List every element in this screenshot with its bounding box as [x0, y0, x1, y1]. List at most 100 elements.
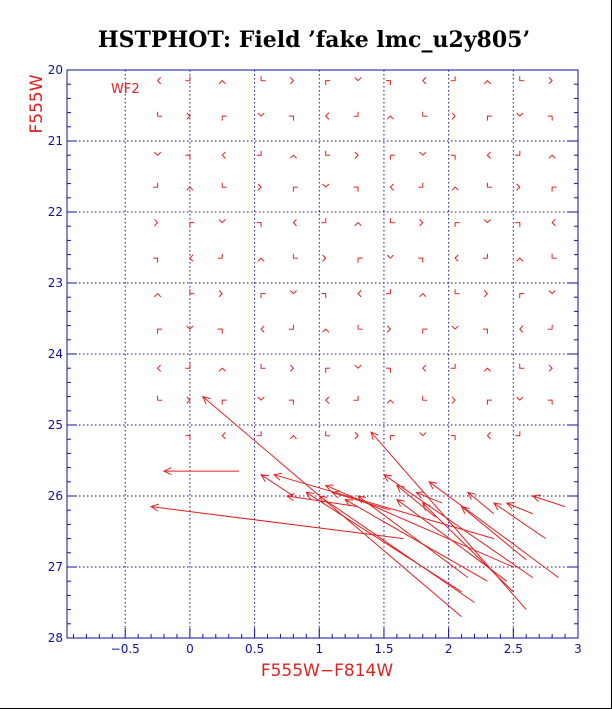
shift-marker: [519, 293, 525, 299]
shift-marker: [357, 324, 363, 330]
shift-vector-head: [324, 484, 334, 492]
shift-marker: [486, 432, 491, 440]
y-tick-label: 22: [48, 205, 63, 219]
shift-marker: [221, 115, 227, 121]
shift-marker: [325, 431, 331, 437]
shift-marker: [221, 182, 227, 188]
shift-marker: [221, 399, 227, 405]
shift-vector-head: [285, 493, 295, 501]
shift-marker: [422, 328, 428, 334]
shift-marker: [451, 396, 456, 404]
shift-marker: [189, 289, 195, 295]
shift-marker: [354, 77, 362, 82]
y-tick-label: 27: [48, 560, 63, 574]
x-tick-label: 0: [186, 642, 194, 656]
y-tick-label: 26: [48, 489, 63, 503]
shift-marker: [548, 364, 553, 372]
shift-marker: [551, 219, 556, 227]
x-axis-label: F555W−F814W: [261, 661, 394, 681]
shift-marker: [185, 76, 191, 82]
shift-marker: [516, 396, 524, 401]
shift-marker: [454, 289, 460, 295]
shift-marker: [288, 115, 294, 121]
shift-marker: [516, 112, 524, 117]
shift-vector: [273, 474, 495, 540]
shift-marker: [547, 115, 553, 121]
shift-marker: [256, 431, 262, 437]
shift-marker: [422, 111, 428, 117]
shift-marker: [157, 395, 163, 401]
shift-marker: [422, 395, 428, 401]
shift-marker: [321, 218, 327, 224]
shift-marker: [217, 328, 223, 334]
shift-marker: [218, 290, 223, 298]
shift-marker: [289, 434, 297, 440]
shift-marker: [389, 183, 394, 191]
shift-marker: [257, 183, 262, 191]
shift-vector-head: [331, 490, 341, 499]
shift-marker: [357, 290, 362, 298]
shift-vector-head: [260, 474, 270, 482]
shift-marker: [217, 253, 223, 259]
shift-marker: [386, 254, 394, 259]
shift-marker: [551, 186, 557, 192]
shift-marker: [325, 150, 331, 156]
shift-marker: [289, 77, 295, 85]
shift-marker: [189, 222, 195, 228]
shift-marker: [483, 290, 489, 298]
shift-marker: [389, 218, 395, 224]
shift-vector-head: [370, 431, 379, 440]
shift-marker: [186, 325, 194, 330]
shift-marker: [389, 435, 395, 441]
grid: [67, 70, 578, 638]
shift-marker: [354, 151, 359, 159]
x-tick-label: 1.5: [374, 642, 393, 656]
shift-vector: [383, 474, 534, 579]
shift-marker: [418, 257, 424, 263]
shift-marker: [516, 183, 521, 191]
shift-vector: [467, 492, 495, 515]
shift-marker: [292, 186, 298, 192]
shift-marker: [153, 257, 159, 263]
shift-marker: [186, 112, 191, 120]
shift-marker: [547, 399, 553, 405]
shift-vector: [416, 491, 443, 504]
shift-marker: [515, 222, 521, 228]
shift-marker: [418, 182, 424, 188]
shift-marker: [451, 112, 456, 120]
shift-marker: [157, 328, 163, 334]
shift-marker: [486, 115, 492, 121]
shift-marker: [221, 151, 226, 159]
shift-vector-head: [492, 502, 502, 511]
shift-marker: [519, 325, 524, 333]
shift-marker: [321, 293, 327, 299]
shift-vectors: [149, 395, 566, 618]
shift-marker: [186, 186, 194, 191]
shift-marker: [260, 363, 266, 369]
y-tick-label: 28: [48, 631, 63, 645]
shift-vector: [332, 491, 391, 511]
shift-marker: [450, 76, 456, 82]
shift-marker: [289, 364, 295, 372]
shift-marker: [260, 293, 266, 299]
shift-marker: [324, 396, 330, 404]
shift-marker: [357, 257, 363, 263]
y-tick-label: 21: [48, 134, 63, 148]
y-tick-label: 25: [48, 418, 63, 432]
x-tick-label: −0.5: [111, 642, 140, 656]
shift-vector-head: [382, 474, 392, 482]
shift-vector-head: [318, 495, 328, 504]
shift-marker: [548, 77, 553, 85]
shift-vector-head: [415, 491, 425, 499]
shift-marker: [516, 257, 524, 262]
shift-vector: [286, 495, 359, 508]
shift-vector: [357, 495, 469, 579]
shift-marker: [153, 151, 162, 156]
shift-marker: [515, 431, 521, 437]
shift-vector-head: [272, 472, 282, 481]
shift-marker: [515, 150, 521, 156]
shift-vector: [428, 481, 559, 579]
shift-marker: [156, 77, 162, 85]
shift-vector: [344, 499, 488, 582]
shift-marker: [486, 151, 491, 159]
